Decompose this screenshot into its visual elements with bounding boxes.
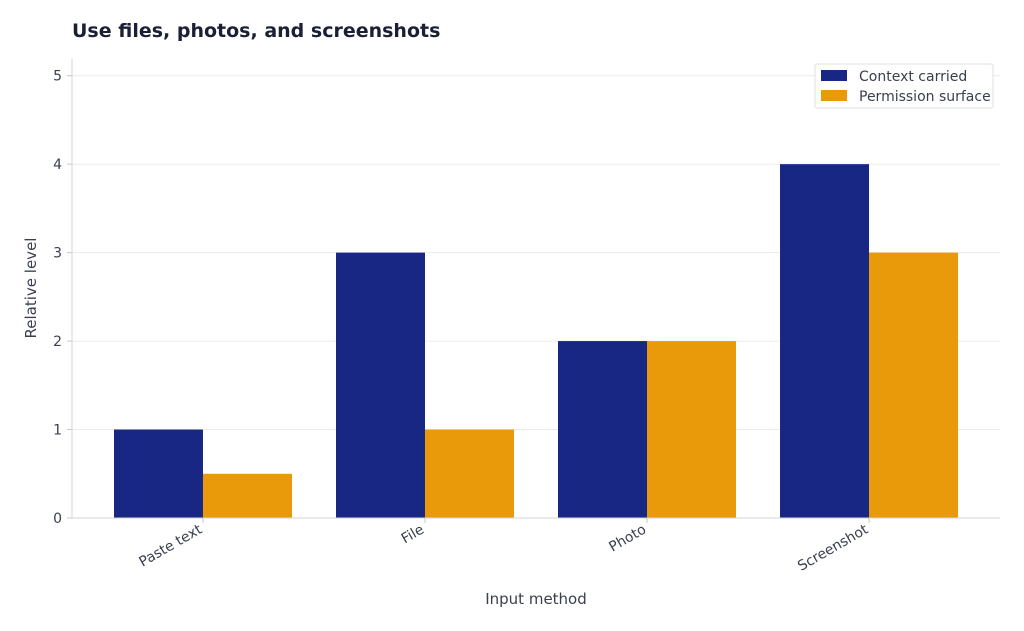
legend: Context carried Permission surface (814, 63, 994, 109)
legend-swatch (821, 90, 847, 101)
x-tick-label: Photo (606, 522, 649, 556)
y-tick-label: 5 (53, 69, 62, 85)
chart-title: Use files, photos, and screenshots (72, 20, 441, 42)
legend-label: Context carried (859, 69, 967, 85)
bar-permission-surface-paste-text (202, 473, 292, 518)
y-tick-label: 1 (53, 423, 62, 439)
y-tick-label: 3 (53, 246, 62, 262)
bar-permission-surface-photo (647, 341, 737, 518)
y-tick-label: 0 (53, 511, 62, 527)
bar-permission-surface-screenshot (869, 252, 959, 518)
bar-context-carried-paste-text (113, 429, 203, 518)
bar-permission-surface-file (424, 429, 514, 518)
bar-context-carried-screenshot (780, 164, 870, 518)
legend-swatch (821, 70, 847, 81)
x-axis-title: Input method (485, 590, 587, 608)
y-axis-title: Relative level (22, 238, 40, 339)
y-tick-label: 4 (53, 157, 62, 173)
bars (113, 164, 959, 518)
legend-box (814, 63, 994, 109)
x-tick-label: Screenshot (795, 521, 871, 574)
x-tick-label: File (399, 522, 427, 548)
legend-label: Permission surface (859, 89, 991, 105)
y-tick-label: 2 (53, 334, 62, 350)
bar-context-carried-photo (558, 341, 648, 518)
bar-context-carried-file (335, 252, 425, 518)
x-tick-label: Paste text (136, 521, 205, 570)
